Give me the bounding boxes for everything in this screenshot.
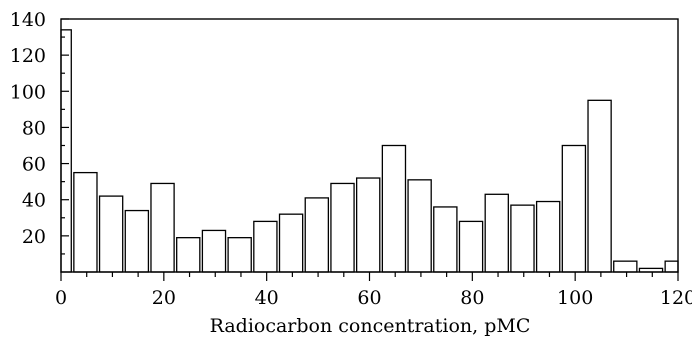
histogram-bar: [201, 229, 227, 273]
histogram-bar: [664, 260, 679, 273]
y-tick-label: 60: [22, 154, 46, 176]
histogram-bar: [330, 182, 355, 273]
histogram-bar: [278, 213, 304, 273]
x-tick-label: 20: [152, 287, 176, 309]
y-tick-label: 140: [10, 9, 46, 31]
y-tick-label: 120: [10, 45, 46, 67]
x-tick-label: 60: [357, 287, 381, 309]
histogram-bar: [458, 220, 484, 273]
x-tick-label: 120: [660, 287, 692, 309]
y-tick-label: 100: [10, 81, 46, 103]
histogram-bar: [484, 193, 509, 273]
x-tick-label: 80: [460, 287, 484, 309]
y-tick-label: 20: [22, 226, 46, 248]
tick-labels-group: 0 20 40 60 80 100 120 20 40 60 80 100 120 140: [10, 9, 692, 309]
histogram-bar: [381, 144, 407, 273]
x-tick-label: 40: [255, 287, 279, 309]
histogram-bar: [124, 209, 150, 273]
bars-group: [60, 29, 679, 273]
histogram-bar: [587, 99, 612, 273]
x-tick-label: 0: [55, 287, 67, 309]
histogram-bar: [433, 206, 458, 273]
ticks-group: [60, 18, 679, 281]
histogram-bar: [304, 197, 330, 273]
histogram-bar: [150, 182, 175, 273]
x-tick-label: 100: [557, 287, 593, 309]
histogram-bar: [227, 237, 252, 273]
histogram-bar: [613, 260, 638, 273]
y-tick-label: 80: [22, 117, 46, 139]
x-axis-title: Radiocarbon concentration, pMC: [210, 315, 531, 337]
histogram-bar: [176, 237, 201, 273]
histogram-bar: [355, 177, 381, 273]
histogram-bar: [253, 220, 278, 273]
histogram-bar: [535, 200, 561, 273]
histogram-bar: [561, 144, 587, 273]
histogram-bar: [407, 179, 432, 273]
histogram-bar: [98, 195, 124, 273]
histogram-bar: [73, 171, 98, 273]
histogram-bar: [510, 204, 535, 273]
y-tick-label: 40: [22, 190, 46, 212]
